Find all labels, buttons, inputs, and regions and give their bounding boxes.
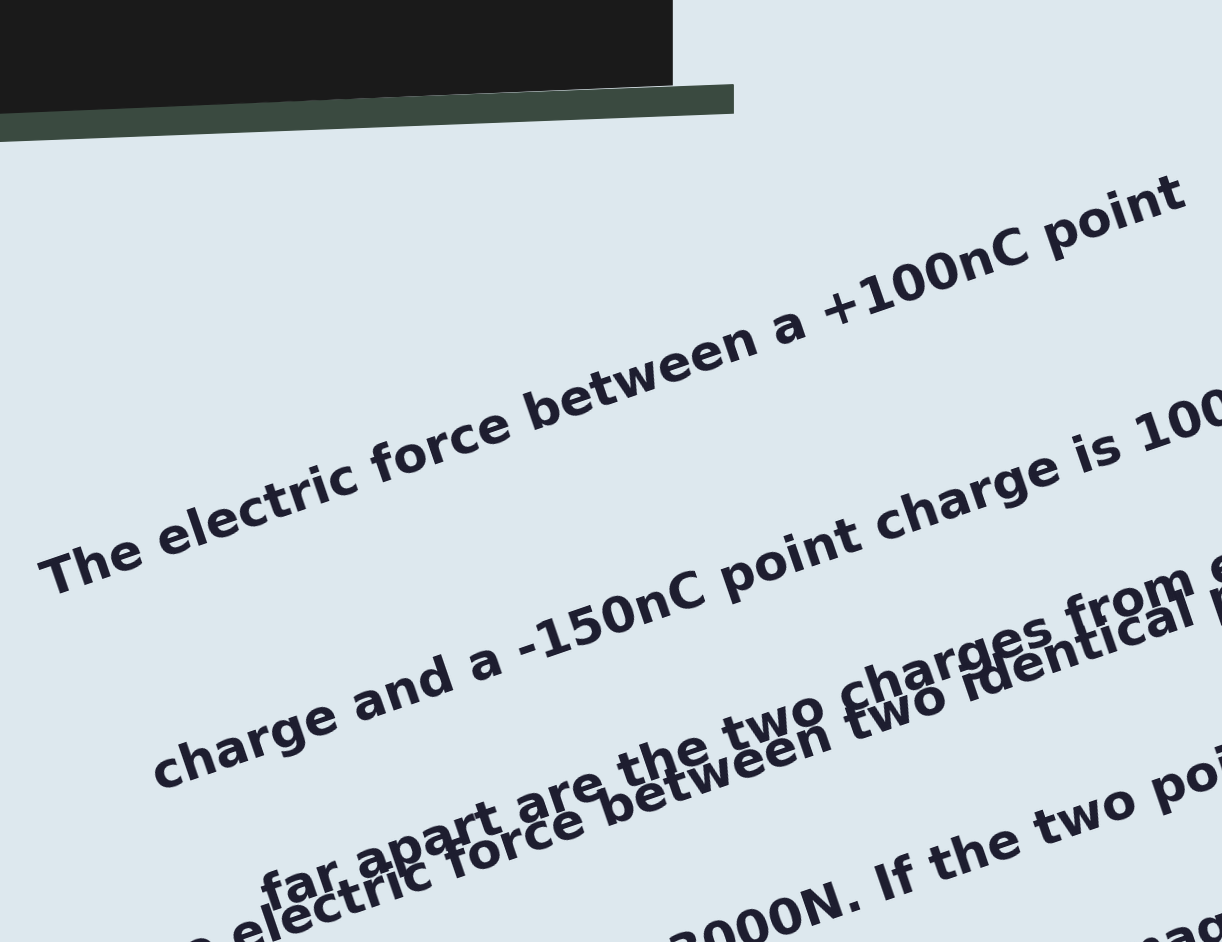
Text: The electric force between two identical positive: The electric force between two identical…	[110, 509, 1222, 942]
Text: electric charge of the two point charges?: electric charge of the two point charges…	[440, 918, 1222, 942]
Text: The electric force between a +100nC point: The electric force between a +100nC poin…	[37, 170, 1191, 608]
Text: point charges is 3000N. If the two point charges: point charges is 3000N. If the two point…	[220, 645, 1222, 942]
Text: charge and a -150nC point charge is 1000N. How: charge and a -150nC point charge is 1000…	[147, 306, 1222, 801]
Polygon shape	[0, 0, 672, 113]
Text: are 0.20m apart, what is the magnitude of the: are 0.20m apart, what is the magnitude o…	[330, 782, 1222, 942]
Text: far apart are the two charges from each other?: far apart are the two charges from each …	[257, 443, 1222, 922]
Polygon shape	[0, 85, 733, 141]
